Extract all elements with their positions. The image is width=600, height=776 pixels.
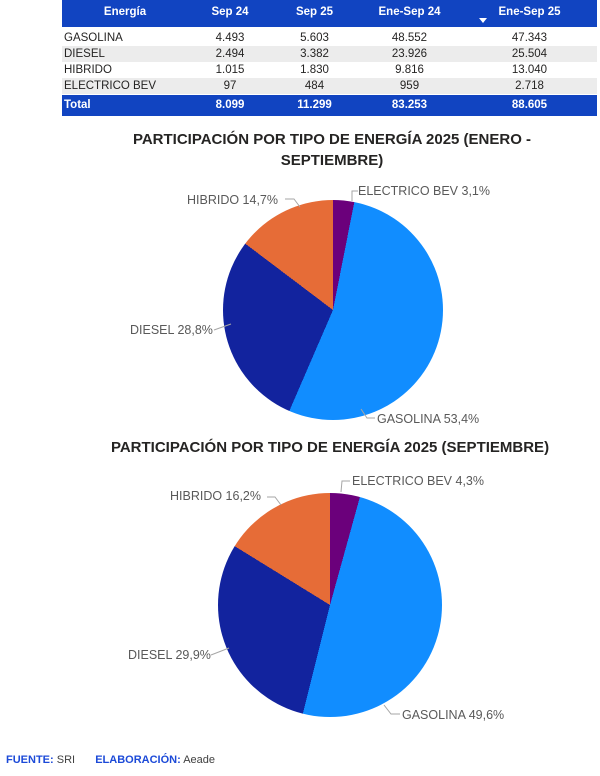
pie2-label-diesel: DIESEL 29,9% <box>128 648 211 662</box>
total-value: 8.099 <box>215 99 245 111</box>
row-value: 9.816 <box>395 64 424 76</box>
table-total-row[interactable]: Total 8.099 11.299 83.253 88.605 <box>62 94 597 116</box>
row-value: 2.494 <box>215 48 245 60</box>
row-label: HIBRIDO <box>64 64 112 76</box>
pie1-label-hibrido: HIBRIDO 14,7% <box>187 193 279 207</box>
row-value: 5.603 <box>300 32 329 44</box>
row-value: 23.926 <box>391 48 428 60</box>
pie2-label-gasolina: GASOLINA 49,6% <box>402 708 505 722</box>
source-value: SRI <box>56 754 76 766</box>
total-label: Total <box>64 99 91 111</box>
row-value: 1.015 <box>215 64 245 76</box>
leader-line <box>383 704 400 715</box>
column-header-ene-sep-24[interactable]: Ene-Sep 24 <box>378 6 441 18</box>
sort-descending-icon[interactable] <box>479 18 487 23</box>
table-row-hibrido[interactable]: HIBRIDO 1.015 1.830 9.816 13.040 <box>62 62 597 78</box>
column-header-energ-a[interactable]: Energía <box>103 6 147 18</box>
pie1-label-gasolina: GASOLINA 53,4% <box>377 412 480 426</box>
table-body: GASOLINA 4.493 5.603 48.552 47.343 DIESEL 2.49… <box>62 30 597 94</box>
row-value: 25.504 <box>511 48 548 60</box>
source-note: FUENTE: SRI ELABORACIÓN: Aeade <box>6 754 215 766</box>
row-value: 47.343 <box>511 32 548 44</box>
pie1-label-electrico-bev: ELECTRICO BEV 3,1% <box>358 184 490 198</box>
total-value: 11.299 <box>297 99 332 111</box>
table-header-row: Energía Sep 24 Sep 25 Ene-Sep 24 Ene-Sep 25 <box>62 0 597 30</box>
column-header-ene-sep-25[interactable]: Ene-Sep 25 <box>498 6 561 18</box>
row-label: GASOLINA <box>64 32 123 44</box>
row-value: 2.718 <box>515 80 544 92</box>
row-value: 13.040 <box>511 64 548 76</box>
pie2-label-hibrido: HIBRIDO 16,2% <box>170 489 262 503</box>
column-header-sep-24[interactable]: Sep 24 <box>211 6 249 18</box>
table-row-gasolina[interactable]: GASOLINA 4.493 5.603 48.552 47.343 <box>62 30 597 46</box>
row-value: 3.382 <box>300 48 329 60</box>
leader-line <box>267 496 282 506</box>
row-label: DIESEL <box>64 48 105 60</box>
pie-chart-enero-septiembre[interactable] <box>223 200 443 420</box>
row-value: 4.493 <box>215 32 245 44</box>
column-header-sep-25[interactable]: Sep 25 <box>295 6 334 18</box>
total-value: 83.253 <box>391 99 428 111</box>
pie1-title: PARTICIPACIÓN POR TIPO DE ENERGÍA 2025 (… <box>132 131 532 169</box>
pie1-label-diesel: DIESEL 28,8% <box>130 323 213 337</box>
source-label: FUENTE: <box>6 754 54 766</box>
table-row-diesel[interactable]: DIESEL 2.494 3.382 23.926 25.504 <box>62 46 597 62</box>
row-value: 97 <box>223 80 237 92</box>
energy-table: Energía Sep 24 Sep 25 Ene-Sep 24 Ene-Sep 25 … <box>62 0 597 116</box>
elaboration-label: ELABORACIÓN: <box>95 754 181 766</box>
row-value: 484 <box>304 80 325 92</box>
pie2-label-electrico-bev: ELECTRICO BEV 4,3% <box>352 474 484 488</box>
pie2-title: PARTICIPACIÓN POR TIPO DE ENERGÍA 2025 (… <box>110 439 550 456</box>
row-label: ELECTRICO BEV <box>64 80 157 92</box>
total-value: 88.605 <box>511 99 548 111</box>
row-value: 48.552 <box>391 32 428 44</box>
elaboration-value: Aeade <box>183 754 216 766</box>
row-value: 959 <box>399 80 420 92</box>
pie-chart-septiembre[interactable] <box>218 493 442 717</box>
row-value: 1.830 <box>300 64 329 76</box>
leader-line <box>340 480 350 493</box>
table-row-electrico-bev[interactable]: ELECTRICO BEV 97 484 959 2.718 <box>62 78 597 94</box>
